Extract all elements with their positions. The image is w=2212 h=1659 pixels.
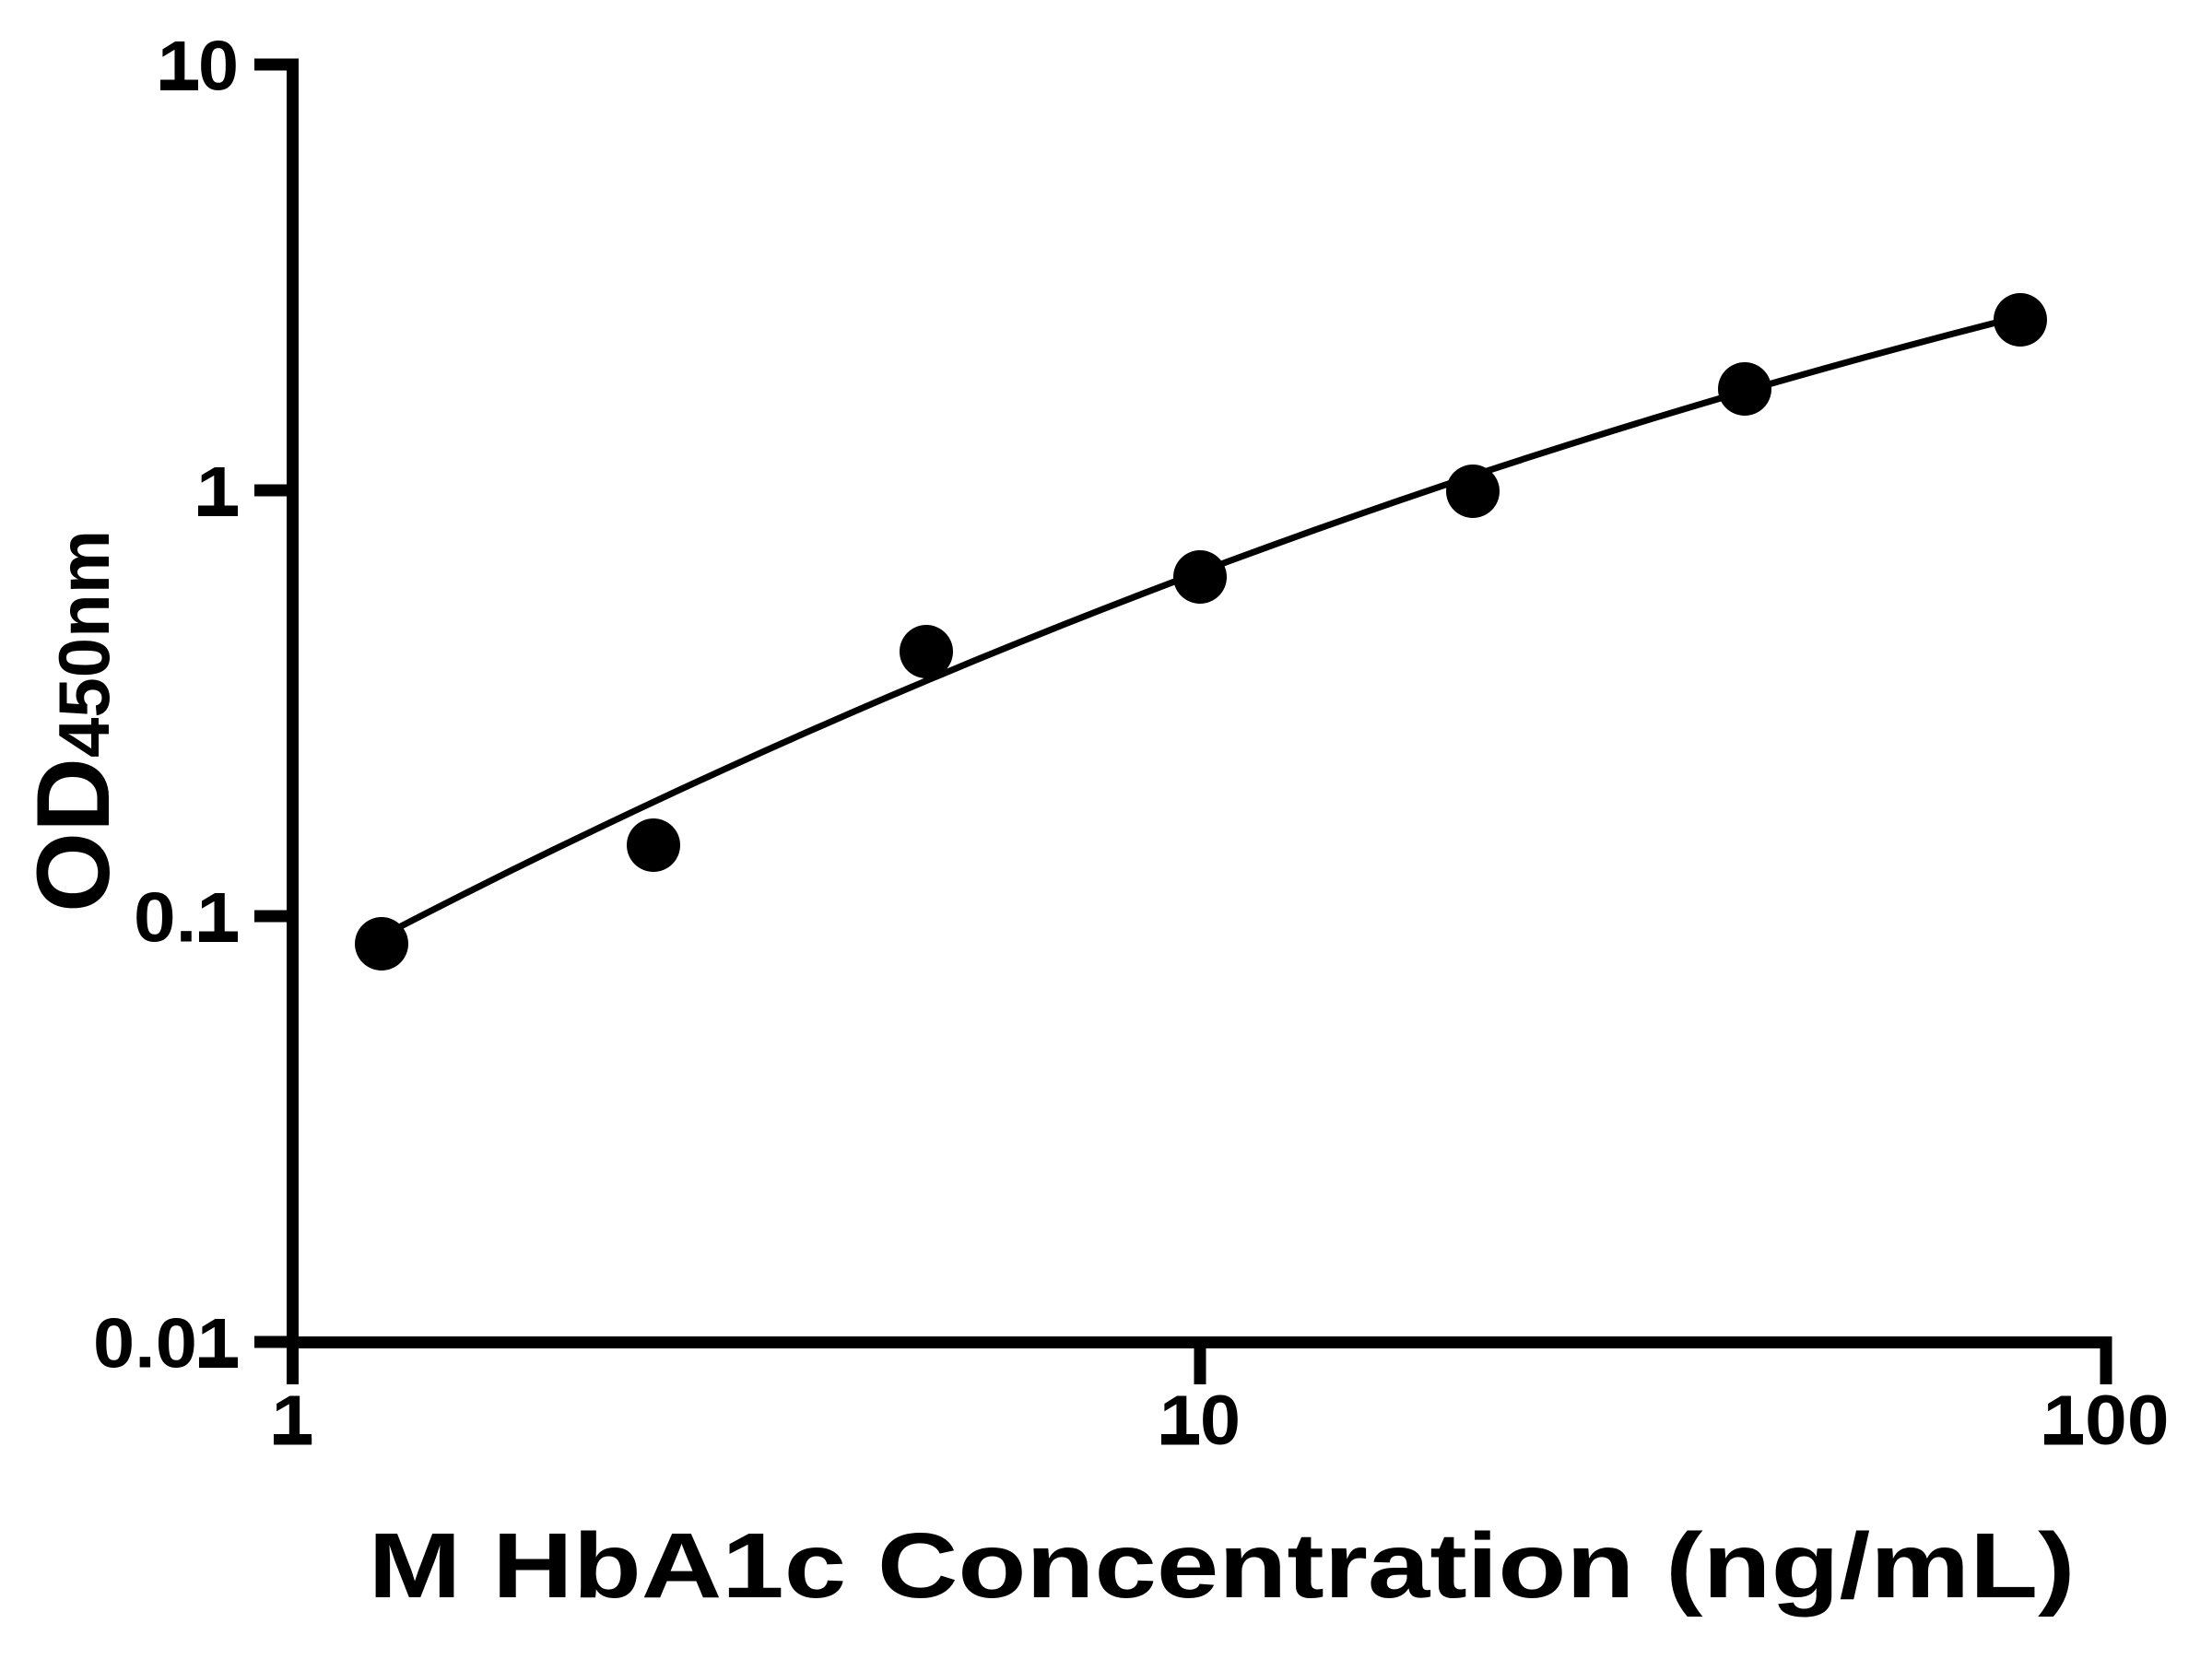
svg-text:M HbA1c Concentration (ng/mL): M HbA1c Concentration (ng/mL)	[369, 1514, 2076, 1618]
svg-text:10: 10	[158, 28, 239, 106]
svg-text:0.01: 0.01	[93, 1305, 239, 1383]
svg-text:0.1: 0.1	[134, 879, 239, 958]
svg-text:10: 10	[1159, 1382, 1241, 1460]
svg-text:1: 1	[196, 453, 239, 532]
svg-text:1: 1	[272, 1382, 314, 1460]
svg-text:100: 100	[2043, 1382, 2170, 1460]
